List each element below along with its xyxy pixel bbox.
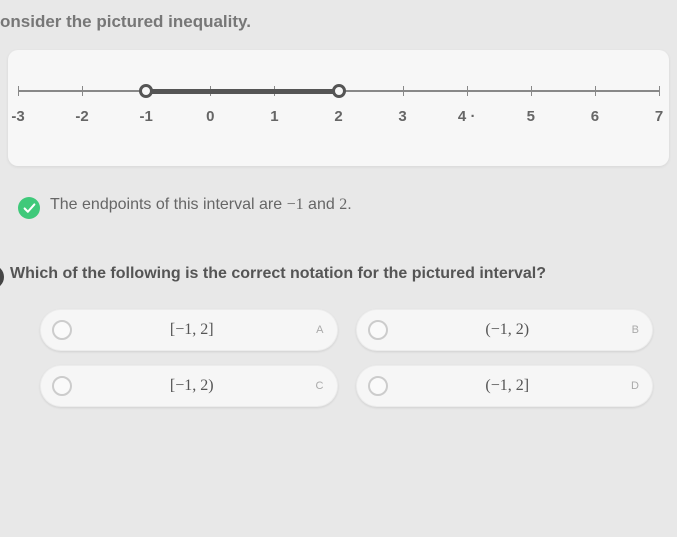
- tick-label: -1: [140, 108, 153, 125]
- tick: [18, 86, 19, 96]
- statement-value-2: 2: [339, 196, 347, 213]
- option-label: [−1, 2]: [72, 321, 312, 339]
- tick-label: 0: [206, 108, 214, 125]
- answer-option[interactable]: [−1, 2]A: [40, 309, 338, 351]
- interval-bar: [146, 89, 338, 94]
- tick-label: 4 ·: [458, 108, 476, 125]
- tick-label: 7: [655, 108, 663, 125]
- tick-label: -2: [75, 108, 88, 125]
- option-label: (−1, 2): [388, 321, 628, 339]
- option-letter: C: [312, 380, 324, 392]
- options-grid: [−1, 2]A (−1, 2)B [−1, 2)C (−1, 2]D: [40, 309, 653, 407]
- tick-label: 3: [398, 108, 406, 125]
- statement-suffix: .: [347, 196, 351, 213]
- question-badge: b: [0, 265, 4, 289]
- answer-option[interactable]: (−1, 2]D: [356, 365, 654, 407]
- radio-icon: [368, 320, 388, 340]
- radio-icon: [52, 376, 72, 396]
- tick: [595, 86, 596, 96]
- answer-option[interactable]: [−1, 2)C: [40, 365, 338, 407]
- check-icon: [18, 197, 40, 219]
- radio-icon: [52, 320, 72, 340]
- tick: [403, 86, 404, 96]
- statement-row: The endpoints of this interval are −1 an…: [18, 196, 677, 219]
- statement-prefix: The endpoints of this interval are: [50, 196, 287, 213]
- tick-label: -3: [11, 108, 24, 125]
- option-letter: D: [627, 380, 639, 392]
- tick-label: 6: [591, 108, 599, 125]
- tick-label: 2: [334, 108, 342, 125]
- tick: [659, 86, 660, 96]
- interval-endpoint: [139, 84, 153, 98]
- interval-endpoint: [332, 84, 346, 98]
- statement-mid: and: [304, 196, 340, 213]
- option-label: [−1, 2): [72, 377, 312, 395]
- radio-icon: [368, 376, 388, 396]
- tick: [531, 86, 532, 96]
- option-letter: B: [627, 324, 639, 336]
- statement-value-1: −1: [287, 196, 304, 213]
- option-letter: A: [312, 324, 324, 336]
- question-text: Which of the following is the correct no…: [10, 265, 546, 283]
- number-line-card: -3 -2 -1 0 1 2 3 4 · 5 6 7: [8, 50, 669, 166]
- tick-label: 5: [527, 108, 535, 125]
- tick-label: 1: [270, 108, 278, 125]
- answer-option[interactable]: (−1, 2)B: [356, 309, 654, 351]
- number-line: -3-2-101234 ·567: [18, 78, 659, 138]
- prompt-heading: onsider the pictured inequality.: [0, 0, 677, 50]
- statement-text: The endpoints of this interval are −1 an…: [50, 196, 352, 214]
- tick: [82, 86, 83, 96]
- option-label: (−1, 2]: [388, 377, 628, 395]
- tick: [467, 86, 468, 96]
- question-section: b Which of the following is the correct …: [0, 265, 677, 407]
